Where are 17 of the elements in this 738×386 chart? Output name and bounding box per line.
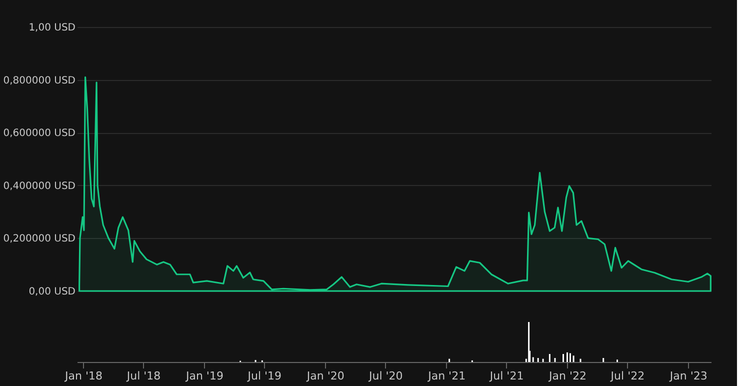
x-tick-label: Jul '22 [610, 370, 645, 382]
y-tick-label: 0,600000 USD [3, 128, 76, 140]
y-tick-label: 0,400000 USD [3, 180, 76, 192]
x-tick-label: Jan '21 [427, 370, 466, 382]
x-tick-label: Jan '19 [184, 370, 224, 382]
y-tick-label: 0,00 USD [28, 286, 76, 298]
x-tick-label: Jan '20 [306, 370, 344, 382]
x-tick-label: Jul '21 [488, 370, 524, 382]
y-tick-label: 0,200000 USD [3, 234, 76, 245]
y-tick-label: 1,00 USD [28, 22, 76, 34]
x-tick-label: Jan '23 [668, 370, 708, 382]
x-tick-label: Jul '20 [368, 370, 403, 382]
x-tick-label: Jul '18 [126, 370, 161, 382]
y-tick-label: 0,800000 USD [3, 75, 76, 86]
x-tick-label: Jan '18 [64, 370, 103, 382]
x-tick-label: Jan '22 [548, 370, 586, 382]
x-tick-label: Jul '19 [246, 370, 282, 382]
